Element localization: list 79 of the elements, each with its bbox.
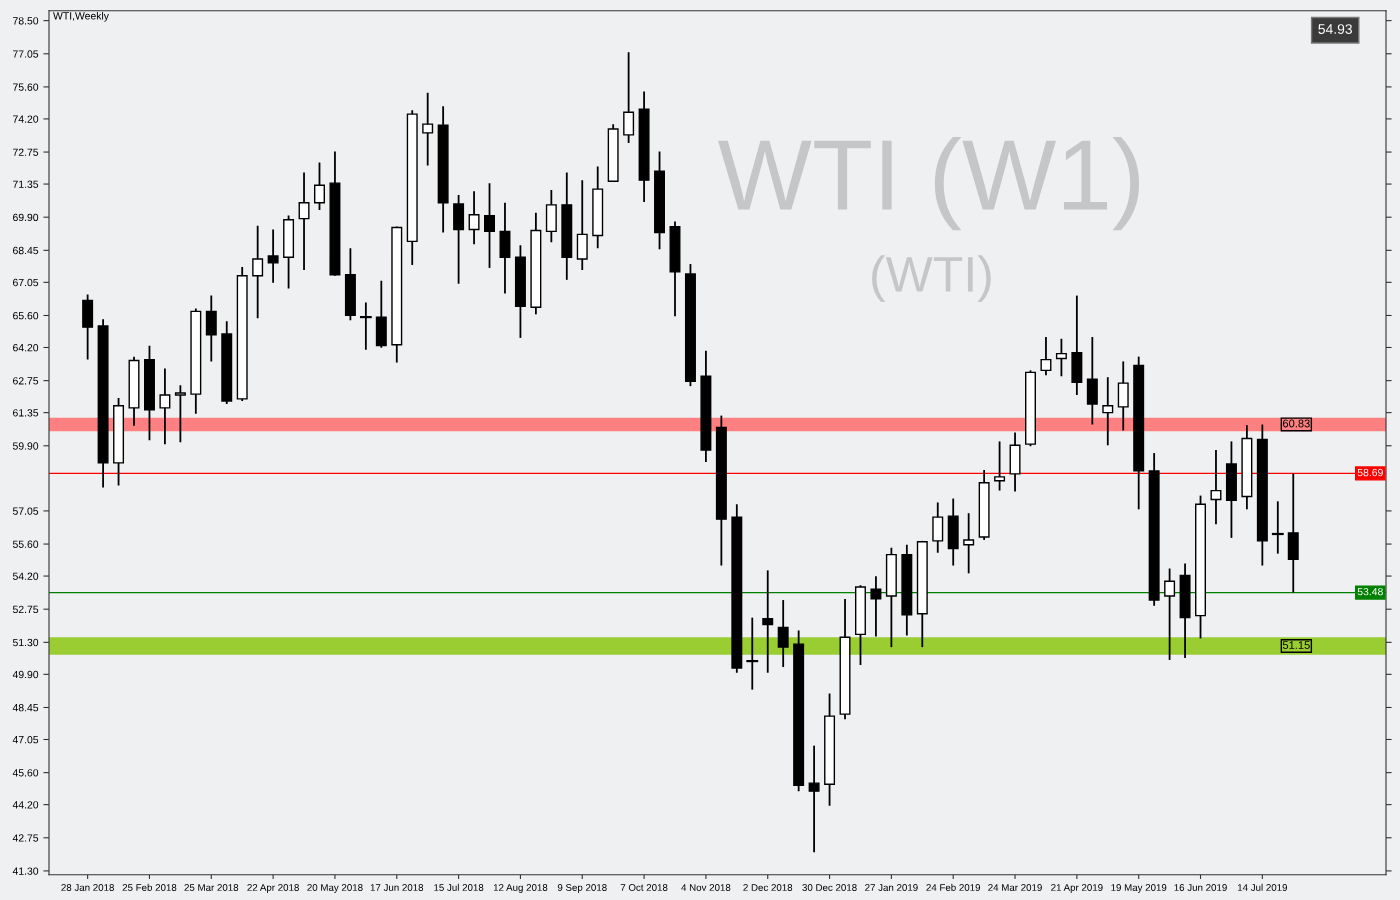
candlestick <box>623 51 635 144</box>
x-tick-label: 27 Jan 2019 <box>865 884 918 891</box>
candlestick <box>870 575 882 638</box>
y-tick-label: 45.60 <box>12 769 39 777</box>
ref-line-label: 58.69 <box>1357 468 1383 477</box>
x-tick-label: 9 Sep 2018 <box>557 884 607 893</box>
x-tick-label: 19 May 2019 <box>1111 884 1167 893</box>
x-tick-label: 17 Jun 2018 <box>370 884 424 891</box>
y-tick-label: 52.75 <box>12 605 39 614</box>
y-tick-label: 61.35 <box>13 409 39 417</box>
y-tick-label: 64.20 <box>13 343 39 352</box>
y-tick-label: 42.75 <box>12 834 39 842</box>
x-tick-label: 24 Mar 2019 <box>988 884 1042 891</box>
y-tick-label: 75.60 <box>13 83 39 91</box>
x-tick-label: 24 Feb 2019 <box>926 883 981 891</box>
y-tick-label: 54.20 <box>12 572 39 580</box>
candlestick <box>1210 449 1222 526</box>
candlestick <box>267 228 279 284</box>
y-tick-label: 49.90 <box>12 670 39 679</box>
candlestick <box>422 91 434 167</box>
candlestick <box>777 599 789 668</box>
band-label: 51.15 <box>1282 641 1310 649</box>
text: 54.93 <box>1318 24 1352 34</box>
y-tick-label: 69.90 <box>13 213 39 222</box>
y-tick-label: 44.20 <box>12 801 39 809</box>
candlestick <box>1055 337 1067 378</box>
y-tick-label: 55.60 <box>12 540 39 548</box>
y-tick-label: 68.45 <box>13 246 39 255</box>
x-tick-label: 25 Mar 2018 <box>184 884 239 891</box>
candlestick <box>1040 336 1052 377</box>
candlestick <box>1271 500 1284 555</box>
x-tick-label: 28 Jan 2018 <box>61 884 114 891</box>
x-tick-label: 2 Dec 2018 <box>743 884 793 891</box>
x-tick-label: 4 Nov 2018 <box>681 884 731 891</box>
candlestick <box>1102 376 1114 447</box>
x-tick-label: 15 Jul 2018 <box>434 883 484 891</box>
candlestick <box>1117 360 1129 432</box>
candlestick <box>159 367 171 446</box>
candlestick <box>298 171 310 271</box>
ref-line-label: 53.48 <box>1357 587 1383 596</box>
y-tick-label: 57.05 <box>12 507 39 515</box>
y-tick-label: 65.60 <box>13 311 39 320</box>
x-tick-label: 14 Jul 2019 <box>1237 883 1288 891</box>
candlestick <box>762 569 774 674</box>
candlestick <box>994 440 1006 492</box>
y-tick-label: 62.75 <box>13 377 39 385</box>
y-tick-label: 78.50 <box>13 17 39 25</box>
candlestick <box>1164 567 1176 661</box>
y-tick-label: 71.35 <box>13 180 39 188</box>
y-tick-label: 51.30 <box>12 638 39 647</box>
candlestick <box>205 294 217 363</box>
y-tick-label: 74.20 <box>13 115 39 123</box>
y-tick-label: 59.90 <box>12 442 39 450</box>
y-tick-label: 41.30 <box>12 867 39 875</box>
x-tick-label: 22 Apr 2018 <box>247 884 299 893</box>
candlestick <box>359 301 372 351</box>
chart-title: WTI,Weekly <box>53 11 109 22</box>
x-tick-label: 30 Dec 2018 <box>802 884 857 891</box>
x-tick-label: 21 Apr 2019 <box>1051 884 1103 893</box>
candlestick <box>932 501 944 554</box>
candlestick <box>484 182 496 269</box>
candlestick <box>746 616 759 691</box>
x-tick-label: 20 May 2018 <box>307 884 363 893</box>
x-tick-label: 12 Aug 2018 <box>493 884 548 893</box>
candlestick <box>808 744 820 854</box>
candlestick <box>963 512 975 575</box>
y-tick-label: 77.05 <box>13 50 39 58</box>
x-tick-label: 25 Feb 2018 <box>122 883 177 891</box>
y-tick-label: 67.05 <box>13 278 39 287</box>
y-tick-label: 72.75 <box>13 148 39 156</box>
candlestick <box>252 224 264 320</box>
x-tick-label: 7 Oct 2018 <box>620 884 668 891</box>
band-label: 60.83 <box>1283 419 1310 428</box>
x-tick-label: 16 Jun 2019 <box>1174 884 1227 891</box>
candlestick <box>468 190 480 246</box>
y-tick-label: 48.45 <box>12 703 39 712</box>
candlestick <box>314 161 325 211</box>
candlestick <box>174 384 186 444</box>
y-tick-label: 47.05 <box>12 735 39 744</box>
